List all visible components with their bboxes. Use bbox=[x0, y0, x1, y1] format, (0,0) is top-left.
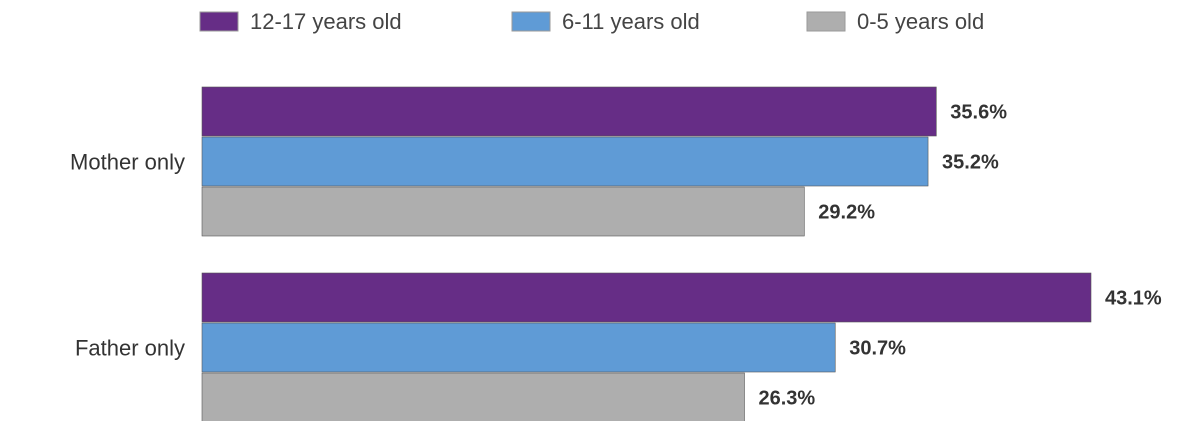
bar-father-only-0-5-years-old bbox=[201, 372, 745, 421]
bar-mother-only-0-5-years-old bbox=[201, 186, 805, 237]
category-labels: Mother only Father only bbox=[70, 150, 185, 361]
legend-swatch-6-11-years-old bbox=[511, 11, 551, 32]
bars bbox=[201, 86, 1092, 421]
category-label-father-only: Father only bbox=[75, 336, 185, 361]
bar-father-only-6-11-years-old bbox=[201, 322, 836, 373]
bar-mother-only-6-11-years-old bbox=[201, 136, 929, 187]
value-label-father-only-6-11-years-old: 30.7% bbox=[849, 338, 906, 360]
legend-label-0-5-years-old: 0-5 years old bbox=[857, 9, 984, 34]
legend-label-6-11-years-old: 6-11 years old bbox=[562, 9, 700, 34]
legend-swatch-0-5-years-old bbox=[806, 11, 846, 32]
bar-father-only-12-17-years-old bbox=[201, 272, 1092, 323]
value-label-father-only-0-5-years-old: 26.3% bbox=[758, 388, 815, 410]
value-label-father-only-12-17-years-old: 43.1% bbox=[1105, 288, 1162, 310]
legend-label-12-17-years-old: 12-17 years old bbox=[250, 9, 402, 34]
value-label-mother-only-12-17-years-old: 35.6% bbox=[950, 102, 1007, 124]
legend-swatch-12-17-years-old bbox=[199, 11, 239, 32]
legend: 12-17 years old 6-11 years old 0-5 years o… bbox=[199, 9, 984, 34]
bar-mother-only-12-17-years-old bbox=[201, 86, 937, 137]
category-label-mother-only: Mother only bbox=[70, 150, 185, 175]
value-labels: 35.6% 35.2% 29.2% 43.1% 30.7% 26.3% bbox=[758, 102, 1161, 410]
value-label-mother-only-6-11-years-old: 35.2% bbox=[942, 152, 999, 174]
value-label-mother-only-0-5-years-old: 29.2% bbox=[818, 202, 875, 224]
